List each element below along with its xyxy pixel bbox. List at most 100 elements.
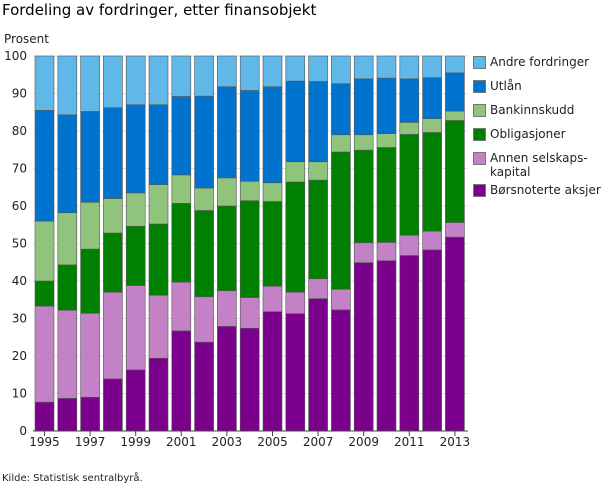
bar-segment [285, 313, 306, 432]
legend-swatch [473, 80, 486, 93]
bar-segment [308, 55, 328, 82]
bar-segment [445, 110, 465, 121]
bar-segment [308, 179, 328, 280]
bar-segment [34, 401, 55, 432]
bar-segment [148, 55, 169, 106]
bar-segment [217, 290, 237, 327]
y-tick-label: 10 [12, 387, 27, 401]
bar-segment [308, 298, 328, 432]
bar-segment [217, 205, 237, 292]
bar-segment [376, 55, 397, 79]
bar-segment [80, 55, 100, 112]
x-tick-label: 2009 [348, 435, 379, 449]
bar-segment [194, 187, 214, 211]
bar-segment [80, 312, 100, 398]
bar-segment [125, 104, 146, 194]
bar-segment [353, 149, 374, 244]
bar-segment [148, 223, 169, 296]
bar-segment [331, 134, 351, 153]
bar-segment [194, 296, 214, 343]
bar-segment [57, 212, 78, 266]
bar-segment [399, 255, 420, 432]
y-tick-label: 0 [19, 424, 27, 438]
bar-segment [262, 55, 283, 88]
legend-swatch [473, 56, 486, 69]
bar-segment [285, 181, 306, 293]
bar-segment [125, 225, 146, 286]
bar-segment [308, 81, 328, 163]
x-tick-label: 2003 [212, 435, 243, 449]
bar-segment [34, 280, 55, 307]
bar-segment [171, 96, 192, 176]
bar-segment [148, 357, 169, 432]
bar-segment [194, 341, 214, 432]
bar-segment [34, 220, 55, 282]
bar-segment [308, 278, 328, 299]
bar-segment [262, 182, 283, 202]
bar-segment [239, 90, 260, 182]
bar-segment [217, 55, 237, 88]
bar-segment [80, 396, 100, 432]
bar-segment [171, 330, 192, 432]
bar-segment [331, 288, 351, 311]
bar-segment [57, 264, 78, 311]
bar-segment [399, 55, 420, 80]
bar-segment [103, 291, 123, 380]
bar-segment [125, 192, 146, 227]
bar-segment [422, 55, 442, 79]
x-tick-label: 1999 [120, 435, 151, 449]
y-tick-label: 60 [12, 199, 27, 213]
bar-segment [217, 86, 237, 179]
bar-segment [125, 285, 146, 371]
bar-segment [148, 104, 169, 185]
bar-segment [262, 201, 283, 287]
bar-segment [239, 327, 260, 432]
bar-segment [376, 133, 397, 148]
y-tick-label: 20 [12, 349, 27, 363]
bar-segment [239, 200, 260, 298]
bar-segment [171, 55, 192, 97]
x-tick-label: 2001 [166, 435, 197, 449]
bar-segment [353, 55, 374, 80]
bar-segment [353, 262, 374, 432]
y-tick-label: 80 [12, 124, 27, 138]
bar-segment [239, 55, 260, 91]
x-tick-label: 2011 [394, 435, 425, 449]
y-tick-label: 40 [12, 274, 27, 288]
x-tick-label: 1997 [75, 435, 106, 449]
bar-segment [103, 107, 123, 199]
bar-segment [217, 177, 237, 207]
bar-segment [239, 297, 260, 329]
bar-segment [217, 326, 237, 432]
y-tick-label: 100 [4, 49, 27, 63]
legend-swatch [473, 104, 486, 117]
bar-segment [285, 80, 306, 163]
bar-segment [308, 161, 328, 181]
bar-segment [80, 248, 100, 314]
legend-swatch [473, 128, 486, 141]
bar-segment [80, 201, 100, 250]
bar-segment [422, 249, 442, 432]
bar-segment [353, 78, 374, 136]
x-tick-label: 2007 [303, 435, 334, 449]
bar-segment [376, 147, 397, 243]
x-tick-label: 2013 [440, 435, 471, 449]
bar-segment [285, 161, 306, 183]
bar-segment [57, 398, 78, 432]
bar-segment [34, 305, 55, 403]
bar-segment [445, 72, 465, 112]
bar-segment [399, 78, 420, 123]
bar-segment [376, 242, 397, 262]
bar-segment [148, 294, 169, 359]
bar-segment [376, 260, 397, 432]
bar-segment [331, 55, 351, 85]
bar-segment [331, 83, 351, 136]
bar-segment [125, 55, 146, 106]
bar-segment [148, 184, 169, 225]
bar-segment [422, 230, 442, 251]
bar-segment [376, 77, 397, 134]
legend-swatch [473, 152, 486, 165]
bar-segment [57, 309, 78, 399]
y-tick-label: 90 [12, 87, 27, 101]
